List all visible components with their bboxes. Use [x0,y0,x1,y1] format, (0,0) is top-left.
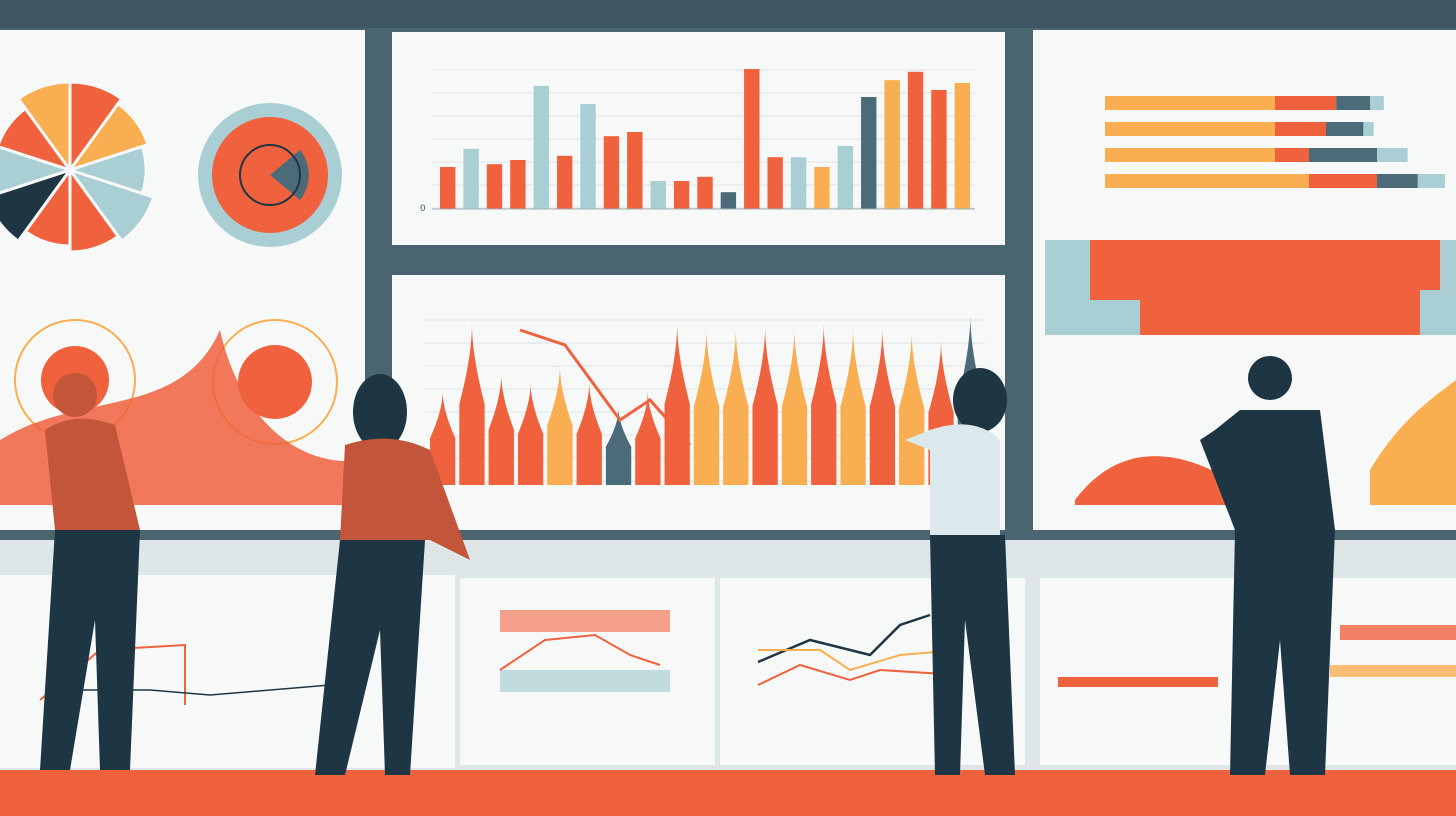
stacked-segment [1105,174,1309,188]
pie-slice [0,145,75,195]
bar [790,157,807,209]
peak-bar [693,328,720,485]
bar [533,85,549,209]
stacked-segment [1336,96,1371,110]
peak-bar [635,391,661,485]
stacked-segment [1275,122,1326,136]
stacked-segment [1275,148,1309,162]
bar [627,132,643,209]
stacked-segment [1370,96,1384,110]
bar [556,155,573,209]
bottom-charts [39,610,1456,705]
stacked-segment [1326,122,1364,136]
peak-bar [488,374,514,485]
person-center-left [315,374,470,775]
person-center-right [905,368,1015,775]
bar [510,160,526,209]
peak-bar [723,328,749,485]
stacked-segment [1417,174,1445,188]
peak-bar [517,383,544,485]
bar [603,136,620,209]
stacked-segment [1377,148,1408,162]
top-axis-zero: 0 [420,204,426,214]
peak-bar [664,323,690,485]
bar [884,80,900,209]
person-left [40,373,140,770]
peak-bar [576,383,602,485]
pie-chart [0,80,156,254]
peak-bar [899,332,925,485]
stacked-segment [1309,148,1377,162]
stacked-segment [1105,96,1275,110]
donut-chart [198,103,342,247]
stacked-segment [1363,122,1374,136]
peak-bar [840,328,866,485]
floor [0,770,1456,816]
bar [440,167,456,209]
pie-slice [66,167,156,244]
pie-slice [66,101,150,173]
peak-bar [459,323,485,485]
bar [814,167,830,209]
bar [837,146,854,209]
stacked-segment [1309,174,1377,188]
bar [954,83,970,209]
bar [720,192,737,209]
stacked-segment [1105,148,1275,162]
bar [861,97,877,209]
top-strip [0,0,1456,28]
bar [931,90,947,209]
peak-bar [811,323,837,485]
peak-bar [869,328,896,485]
bar [650,181,666,209]
top-bar-chart [432,69,975,210]
mid-trend-line [519,328,692,446]
peak-bar [752,326,778,485]
peak-bar [430,391,456,485]
peak-bar [605,408,632,485]
bar [697,176,713,209]
stacked-segment [1377,174,1418,188]
bar [673,181,690,209]
right-stacked-bars [1105,96,1445,188]
bar [580,104,596,209]
pie-slice [68,165,121,254]
bar [767,157,783,209]
person-right [1200,356,1335,775]
bar [486,164,503,209]
bar [463,148,479,209]
bar [744,69,760,209]
stacked-segment [1105,122,1275,136]
peak-bar [781,328,808,485]
pie-slice [16,80,72,175]
bar [907,71,924,209]
right-block-chart [1045,240,1456,505]
stacked-segment [1275,96,1337,110]
peak-bar [547,366,573,485]
